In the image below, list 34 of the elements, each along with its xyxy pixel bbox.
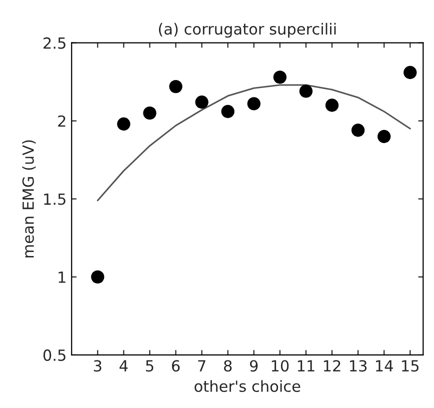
point [247,97,260,110]
x-tick-label: 13 [350,360,367,372]
point [195,96,208,109]
point [378,130,391,144]
x-tick-label: 15 [402,360,419,372]
y-tick-label: 2.5 [44,37,66,49]
x-tick-label: 7 [198,360,206,372]
point [143,106,156,120]
y-tick-label: 1.5 [44,194,66,205]
x-tick-label: 5 [146,360,154,372]
point [221,104,234,118]
point [91,270,104,284]
x-axis-title: other's choice [194,380,300,392]
chart-title: (a) corrugator supercilii [158,22,336,38]
x-tick-label: 10 [272,360,289,372]
point [351,124,365,137]
x-tick-label: 12 [324,360,340,372]
x-tick-label: 8 [224,360,232,372]
x-tick-label: 3 [94,360,102,372]
y-tick-label: 1 [58,272,66,283]
y-tick-label: 0.5 [43,349,66,361]
x-tick-label: 4 [120,360,128,372]
point [404,66,417,80]
point [273,70,287,84]
x-tick-label: 6 [172,360,180,372]
point [117,117,130,131]
x-tick-label: 11 [298,360,314,372]
y-tick-label: 2 [58,115,66,127]
y-axis-title: mean EMG (uV) [22,140,36,258]
point [299,84,313,98]
x-tick-label: 9 [250,360,258,372]
point [169,80,182,94]
point [325,98,339,112]
x-tick-label: 14 [376,360,393,372]
